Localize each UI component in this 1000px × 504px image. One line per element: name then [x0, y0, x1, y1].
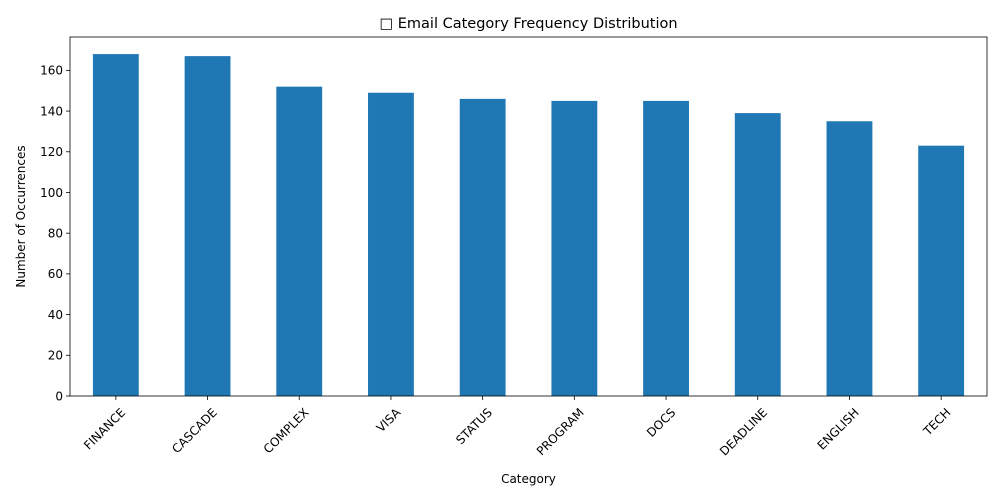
plot-frame	[69, 36, 988, 397]
bar-visa	[368, 92, 414, 396]
chart-title: □ Email Category Frequency Distribution	[379, 16, 677, 32]
y-tick-label: 80	[48, 226, 63, 240]
x-tick-label-complex: COMPLEX	[261, 405, 312, 456]
y-tick-label: 160	[40, 64, 63, 78]
y-tick-label: 60	[48, 267, 63, 281]
bar-program	[551, 100, 598, 397]
x-tick-label-tech: TECH	[920, 405, 953, 438]
y-tick-label: 0	[55, 389, 63, 403]
x-tick-label-status: STATUS	[453, 405, 495, 447]
bar-tech	[918, 145, 965, 396]
bar-status	[459, 98, 506, 397]
x-tick-label-english: ENGLISH	[815, 405, 862, 452]
bar-cascade	[184, 56, 231, 396]
x-tick-label-visa: VISA	[374, 405, 404, 435]
y-tick-label: 100	[40, 186, 63, 200]
plot-area: 0 20 40 60 80 100 120 140 160 FINANCE CASCADE COMPL…	[40, 36, 988, 459]
y-axis-label: Number of Occurrences	[14, 145, 28, 287]
bar-deadline	[734, 113, 781, 397]
bar-english	[826, 121, 873, 396]
y-tick-label: 120	[40, 145, 63, 159]
x-tick-label-cascade: CASCADE	[169, 405, 220, 456]
y-tick-label: 40	[48, 308, 63, 322]
x-tick-label-finance: FINANCE	[81, 405, 128, 452]
x-tick-label-program: PROGRAM	[534, 405, 587, 458]
x-axis-label: Category	[501, 472, 556, 486]
y-tick-label: 140	[40, 104, 63, 118]
y-tick-label: 20	[48, 349, 63, 363]
x-tick-label-deadline: DEADLINE	[717, 405, 770, 458]
bar-finance	[92, 54, 139, 396]
bar-docs	[643, 100, 689, 397]
x-tick-label-docs: DOCS	[644, 405, 678, 439]
bar-complex	[276, 86, 323, 396]
